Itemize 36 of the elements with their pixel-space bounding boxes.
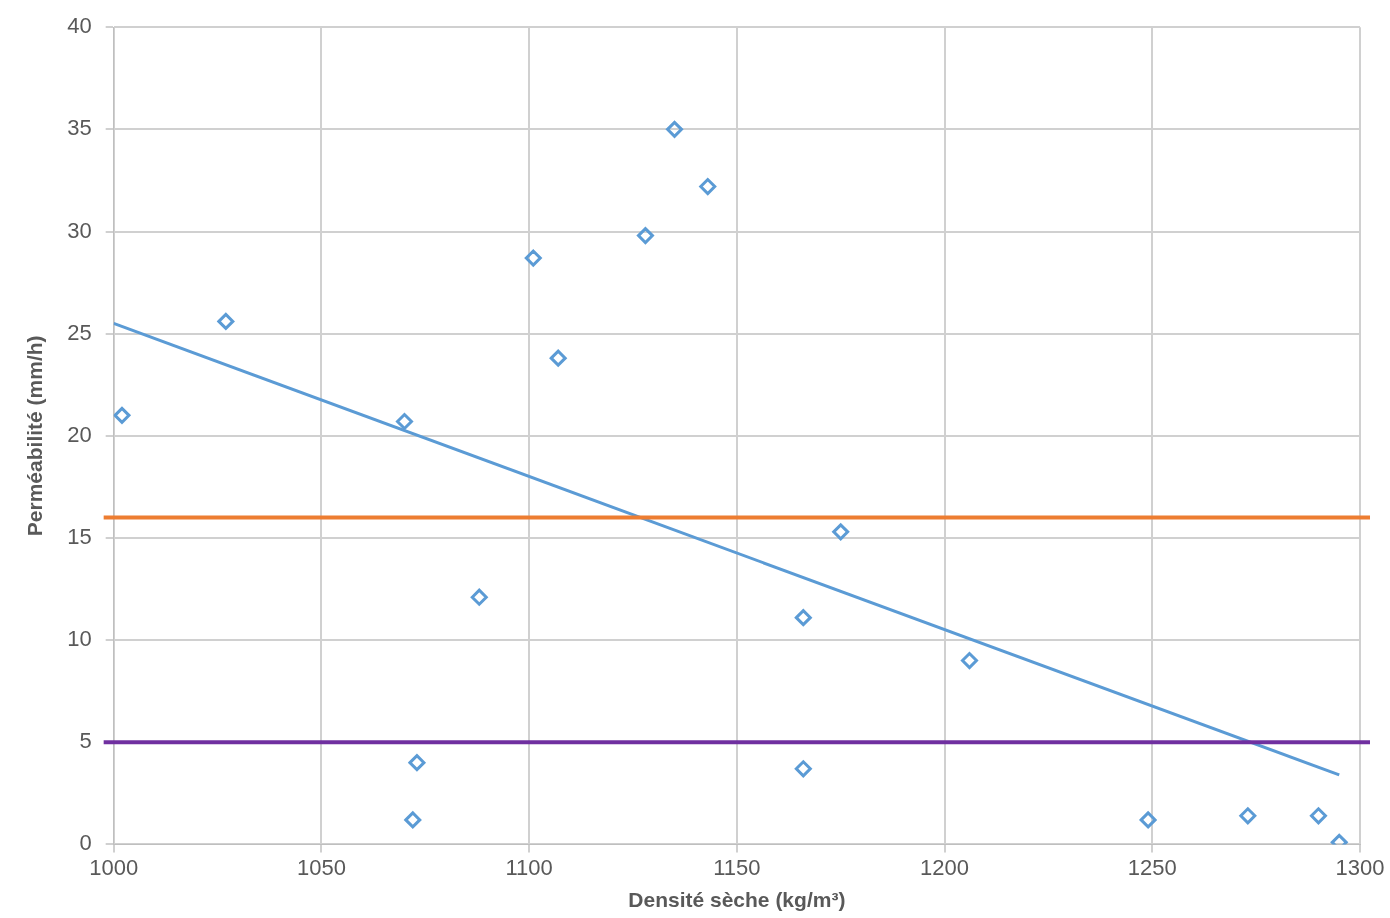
point <box>832 523 850 541</box>
y-tick-label: 35 <box>67 115 92 141</box>
y-tick-label: 10 <box>67 626 92 652</box>
point <box>1239 807 1257 825</box>
x-tick-label: 1100 <box>505 854 553 880</box>
point <box>636 227 654 245</box>
y-tick-label: 20 <box>67 421 92 447</box>
x-tick-label: 1250 <box>1127 854 1177 880</box>
point <box>217 312 235 330</box>
point <box>699 178 717 196</box>
y-axis-title: Perméabilité (mm/h) <box>23 335 47 537</box>
y-tick-label: 0 <box>79 830 92 856</box>
x-tick-label: 1200 <box>920 854 970 880</box>
point <box>549 349 567 367</box>
point <box>794 760 812 778</box>
x-tick-label: 1150 <box>713 854 761 880</box>
point <box>960 652 978 670</box>
x-tick-label: 1300 <box>1335 854 1385 880</box>
x-tick-label: 1000 <box>89 854 139 880</box>
point <box>395 413 413 430</box>
point <box>524 249 542 267</box>
y-tick-label: 15 <box>67 524 92 550</box>
point <box>470 588 488 606</box>
x-tick-label: 1050 <box>296 854 346 880</box>
point <box>794 609 812 627</box>
point <box>404 811 422 829</box>
point <box>666 120 684 138</box>
y-tick-label: 5 <box>79 728 92 754</box>
y-tick-label: 40 <box>67 13 92 39</box>
point <box>408 754 426 772</box>
point <box>113 406 131 424</box>
point <box>1139 811 1157 829</box>
y-tick-label: 25 <box>67 319 92 345</box>
x-axis-title: Densité sèche (kg/m³) <box>628 888 846 912</box>
y-tick-label: 30 <box>67 217 92 243</box>
point <box>1309 807 1327 825</box>
